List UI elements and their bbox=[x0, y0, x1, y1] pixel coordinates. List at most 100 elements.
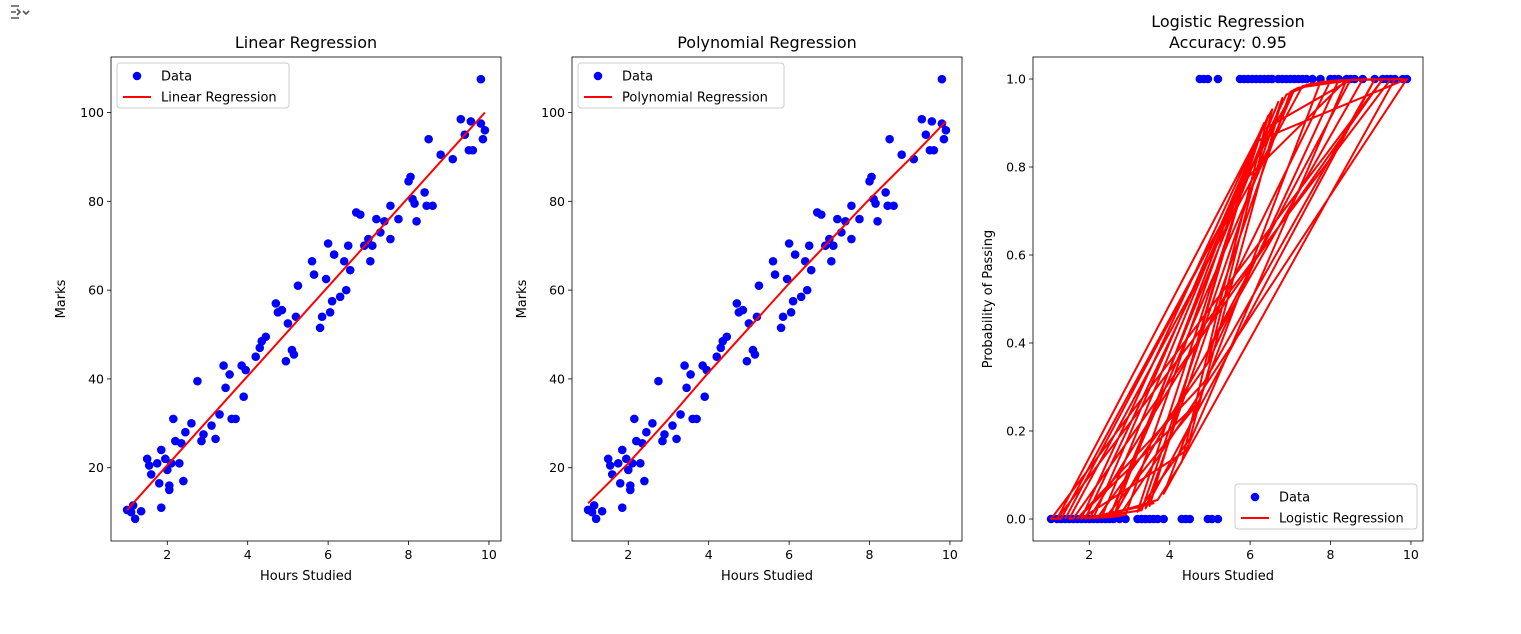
plot-area bbox=[583, 74, 951, 524]
legend-marker-data bbox=[1250, 492, 1260, 502]
data-point bbox=[917, 114, 927, 124]
data-point bbox=[682, 383, 691, 393]
data-point bbox=[668, 421, 677, 430]
data-point bbox=[750, 350, 760, 359]
data-point bbox=[283, 319, 293, 328]
chart-1: Linear Regression Hours Studied Marks 2 4 6 8 1… bbox=[54, 33, 502, 584]
data-point bbox=[742, 356, 752, 366]
axes-frame bbox=[571, 56, 963, 542]
data-point bbox=[355, 210, 365, 219]
data-point bbox=[752, 312, 762, 322]
data-point bbox=[636, 458, 645, 468]
x-tick-label: 10 bbox=[1403, 547, 1419, 562]
data-point bbox=[680, 361, 689, 370]
data-point bbox=[1308, 74, 1317, 84]
data-point bbox=[589, 501, 599, 510]
data-point bbox=[468, 145, 478, 155]
data-point bbox=[366, 256, 375, 266]
fit-line bbox=[587, 120, 947, 505]
legend-label-fit: Logistic Regression bbox=[1279, 512, 1404, 527]
data-point bbox=[768, 256, 778, 266]
x-tick-label: 2 bbox=[1085, 547, 1093, 562]
x-tick-label: 8 bbox=[405, 547, 413, 562]
plot-area bbox=[1046, 74, 1412, 524]
data-point bbox=[424, 134, 433, 144]
data-point bbox=[146, 470, 156, 479]
chart-title: Linear Regression bbox=[235, 33, 377, 52]
data-point bbox=[615, 478, 625, 488]
data-point bbox=[939, 134, 949, 144]
legend-box bbox=[577, 62, 785, 109]
data-point bbox=[782, 274, 792, 284]
y-tick-label: 60 bbox=[88, 283, 104, 298]
x-tick-label: 2 bbox=[163, 547, 171, 562]
data-point bbox=[187, 419, 196, 428]
legend: Data Polynomial Regression bbox=[577, 62, 785, 109]
x-tick-label: 8 bbox=[866, 547, 874, 562]
data-point bbox=[307, 256, 317, 266]
y-tick-label: 40 bbox=[549, 371, 565, 386]
axes-frame bbox=[1032, 56, 1424, 542]
data-point bbox=[456, 114, 466, 124]
data-point bbox=[885, 134, 894, 144]
data-point bbox=[160, 454, 170, 464]
data-point bbox=[255, 343, 265, 353]
data-point bbox=[806, 265, 816, 275]
data-point bbox=[327, 296, 337, 306]
y-tick-label: 100 bbox=[541, 105, 565, 120]
y-tick-label: 80 bbox=[88, 194, 104, 209]
y-tick-label: 40 bbox=[88, 371, 104, 386]
data-point bbox=[154, 478, 164, 488]
data-point bbox=[126, 507, 136, 517]
data-point bbox=[221, 383, 230, 393]
data-point bbox=[929, 145, 939, 155]
data-point bbox=[239, 392, 248, 401]
data-point bbox=[181, 427, 190, 437]
data-point bbox=[658, 436, 667, 446]
data-point bbox=[261, 332, 271, 342]
data-point bbox=[476, 119, 486, 128]
data-point bbox=[428, 201, 437, 211]
data-point bbox=[156, 503, 166, 512]
data-point bbox=[281, 356, 291, 366]
data-point bbox=[873, 216, 882, 226]
data-point bbox=[478, 134, 488, 144]
data-point bbox=[754, 281, 764, 290]
data-point bbox=[796, 292, 806, 302]
data-point bbox=[770, 270, 780, 279]
y-tick-label: 60 bbox=[549, 283, 565, 298]
data-point bbox=[617, 445, 627, 455]
data-point bbox=[790, 250, 800, 259]
data-point bbox=[776, 323, 786, 333]
data-point bbox=[1203, 74, 1213, 84]
data-point bbox=[833, 214, 842, 224]
data-point bbox=[847, 234, 856, 244]
data-point bbox=[1302, 74, 1311, 84]
data-point bbox=[1159, 514, 1168, 524]
data-point bbox=[692, 414, 701, 424]
legend-box bbox=[1234, 483, 1418, 530]
data-point bbox=[617, 503, 627, 512]
data-point bbox=[215, 410, 224, 419]
data-point bbox=[847, 201, 856, 211]
data-point bbox=[394, 214, 403, 224]
collapse-output-icon[interactable] bbox=[8, 3, 32, 23]
data-point bbox=[921, 130, 931, 140]
x-tick-label: 6 bbox=[324, 547, 332, 562]
data-point bbox=[825, 234, 834, 244]
data-point bbox=[630, 414, 639, 424]
data-point bbox=[788, 296, 798, 306]
data-point bbox=[712, 352, 722, 362]
data-point bbox=[1153, 514, 1162, 524]
data-point bbox=[597, 506, 607, 516]
data-point bbox=[343, 241, 353, 251]
data-point bbox=[136, 506, 146, 516]
data-point bbox=[364, 234, 373, 244]
data-point bbox=[251, 352, 261, 362]
y-tick-label: 0.6 bbox=[1006, 248, 1026, 263]
data-point bbox=[422, 201, 431, 211]
data-point bbox=[642, 427, 651, 437]
data-point bbox=[660, 430, 669, 439]
data-point bbox=[152, 458, 162, 468]
